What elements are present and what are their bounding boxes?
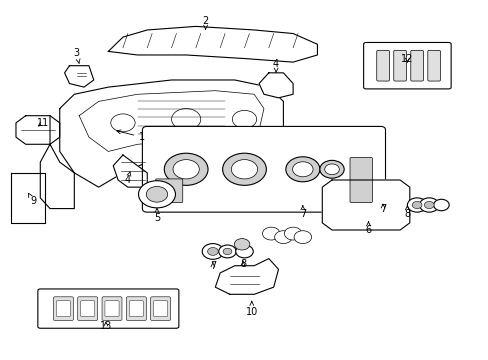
Polygon shape (108, 26, 317, 62)
Circle shape (202, 244, 223, 259)
Polygon shape (259, 73, 292, 98)
Text: 4: 4 (272, 59, 279, 72)
FancyBboxPatch shape (393, 50, 406, 81)
Circle shape (207, 248, 218, 255)
Text: 7: 7 (379, 203, 386, 213)
Circle shape (262, 227, 280, 240)
Circle shape (111, 114, 135, 132)
FancyBboxPatch shape (153, 301, 167, 316)
Circle shape (234, 239, 249, 250)
Circle shape (171, 109, 201, 130)
Polygon shape (215, 258, 278, 294)
FancyBboxPatch shape (102, 297, 122, 320)
FancyBboxPatch shape (53, 297, 73, 320)
Polygon shape (11, 173, 45, 223)
Circle shape (407, 198, 426, 212)
FancyBboxPatch shape (38, 289, 179, 328)
FancyBboxPatch shape (126, 297, 146, 320)
Polygon shape (322, 180, 409, 230)
Circle shape (411, 202, 421, 208)
Polygon shape (113, 155, 147, 187)
FancyBboxPatch shape (376, 50, 388, 81)
Circle shape (319, 160, 344, 178)
Circle shape (231, 159, 257, 179)
Circle shape (424, 202, 433, 208)
FancyBboxPatch shape (349, 157, 372, 203)
FancyBboxPatch shape (155, 179, 183, 203)
Text: 13: 13 (100, 321, 112, 332)
Text: 10: 10 (245, 301, 257, 317)
Text: 3: 3 (74, 48, 80, 64)
Circle shape (292, 162, 312, 177)
Circle shape (146, 186, 167, 202)
Text: 7: 7 (299, 206, 305, 219)
Text: 12: 12 (400, 54, 413, 64)
Circle shape (274, 231, 291, 244)
FancyBboxPatch shape (56, 301, 70, 316)
Circle shape (222, 153, 266, 185)
Polygon shape (40, 116, 74, 208)
FancyBboxPatch shape (427, 50, 440, 81)
Polygon shape (16, 116, 60, 144)
Text: 9: 9 (28, 193, 36, 206)
Polygon shape (60, 80, 283, 187)
Text: 2: 2 (202, 16, 208, 29)
FancyBboxPatch shape (81, 301, 95, 316)
Text: 7: 7 (209, 261, 216, 271)
FancyBboxPatch shape (78, 297, 98, 320)
Text: 5: 5 (154, 208, 160, 222)
FancyBboxPatch shape (142, 126, 385, 212)
Text: 8: 8 (240, 259, 245, 269)
FancyBboxPatch shape (410, 50, 423, 81)
Circle shape (232, 111, 256, 128)
Circle shape (173, 159, 199, 179)
Circle shape (235, 245, 253, 258)
Text: 1: 1 (117, 130, 145, 142)
Circle shape (419, 198, 438, 212)
Text: 8: 8 (404, 206, 409, 219)
Circle shape (223, 248, 231, 255)
FancyBboxPatch shape (150, 297, 170, 320)
Circle shape (324, 164, 339, 175)
Circle shape (164, 153, 207, 185)
FancyBboxPatch shape (363, 42, 450, 89)
Text: 6: 6 (365, 222, 371, 235)
Circle shape (293, 231, 311, 244)
Circle shape (285, 157, 319, 182)
Circle shape (138, 181, 175, 208)
Text: 11: 11 (37, 118, 49, 128)
Text: 4: 4 (124, 172, 131, 185)
Circle shape (218, 245, 236, 258)
Polygon shape (64, 66, 94, 87)
Circle shape (284, 227, 301, 240)
Circle shape (433, 199, 448, 211)
FancyBboxPatch shape (105, 301, 119, 316)
FancyBboxPatch shape (129, 301, 143, 316)
